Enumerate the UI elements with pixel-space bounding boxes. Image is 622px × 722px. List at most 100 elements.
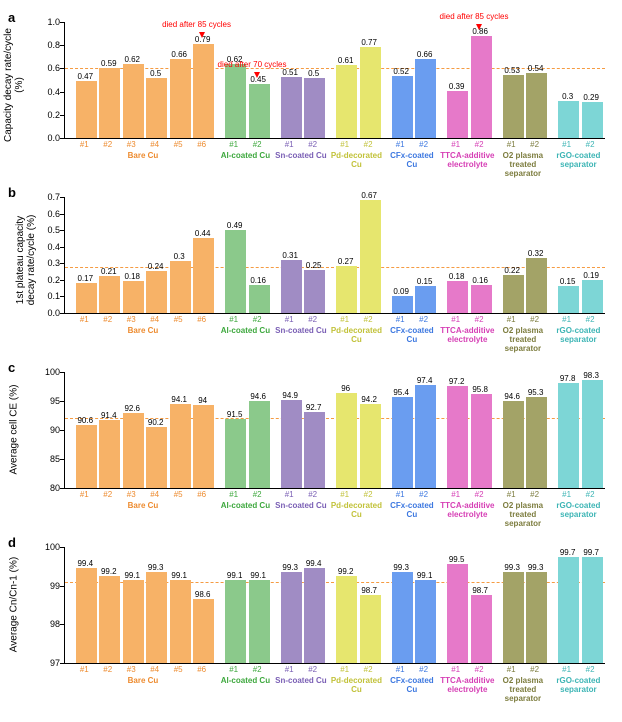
y-tick-mark-c-0 xyxy=(60,488,64,489)
bar-b-10 xyxy=(336,266,357,313)
bar-value-c-13: 97.4 xyxy=(411,376,438,385)
bar-a-12 xyxy=(392,76,413,138)
bar-d-11 xyxy=(360,595,381,663)
x-tick-d-3: #4 xyxy=(143,665,166,674)
x-tick-c-10: #1 xyxy=(333,490,356,499)
x-tick-c-6: #1 xyxy=(222,490,245,499)
bar-d-7 xyxy=(249,580,270,663)
bar-c-15 xyxy=(471,394,492,488)
bar-value-c-12: 95.4 xyxy=(388,388,415,397)
bar-value-b-3: 0.24 xyxy=(142,262,169,271)
bar-d-3 xyxy=(146,572,167,663)
x-tick-b-8: #1 xyxy=(278,315,301,324)
plot-area-a: 0.470.590.620.50.660.790.620.450.510.50.… xyxy=(64,22,605,139)
y-tick-mark-b-5 xyxy=(60,230,64,231)
y-tick-b-2: 0.2 xyxy=(36,275,60,285)
x-tick-b-19: #2 xyxy=(579,315,602,324)
x-tick-c-4: #5 xyxy=(167,490,190,499)
x-tick-b-10: #1 xyxy=(333,315,356,324)
group-label-c-1: Al-coated Cu xyxy=(218,501,273,510)
bar-d-4 xyxy=(170,580,191,663)
bar-value-a-3: 0.5 xyxy=(142,69,169,78)
y-axis-label-d: Average Cn/Cn-1 (%) xyxy=(9,545,20,665)
bar-c-12 xyxy=(392,397,413,488)
y-tick-c-2: 90 xyxy=(36,425,60,435)
bar-c-13 xyxy=(415,385,436,488)
x-tick-d-18: #1 xyxy=(555,665,578,674)
bar-value-b-10: 0.27 xyxy=(332,257,359,266)
bar-a-4 xyxy=(170,59,191,138)
y-tick-c-3: 95 xyxy=(36,396,60,406)
bar-c-18 xyxy=(558,383,579,488)
bar-b-16 xyxy=(503,275,524,313)
group-label-a-0: Bare Cu xyxy=(69,151,218,160)
bar-d-14 xyxy=(447,564,468,663)
bar-a-15 xyxy=(471,36,492,138)
bar-b-14 xyxy=(447,281,468,313)
bar-value-d-11: 98.7 xyxy=(356,586,383,595)
bar-d-18 xyxy=(558,557,579,663)
bar-b-19 xyxy=(582,280,603,313)
bar-a-9 xyxy=(304,78,325,138)
x-tick-c-2: #3 xyxy=(120,490,143,499)
x-tick-a-18: #1 xyxy=(555,140,578,149)
bar-c-17 xyxy=(526,397,547,488)
y-tick-mark-b-6 xyxy=(60,214,64,215)
bar-value-a-17: 0.54 xyxy=(522,64,549,73)
x-tick-d-6: #1 xyxy=(222,665,245,674)
x-tick-a-12: #1 xyxy=(389,140,412,149)
y-tick-mark-c-1 xyxy=(60,459,64,460)
bar-value-a-10: 0.61 xyxy=(332,56,359,65)
x-tick-d-8: #1 xyxy=(278,665,301,674)
x-tick-d-19: #2 xyxy=(579,665,602,674)
y-tick-d-3: 100 xyxy=(36,542,60,552)
bar-a-0 xyxy=(76,81,97,138)
y-tick-mark-d-2 xyxy=(60,586,64,587)
bar-value-c-19: 98.3 xyxy=(578,371,605,380)
bar-value-c-9: 92.7 xyxy=(300,403,327,412)
group-label-d-2: Sn-coated Cu xyxy=(274,676,329,685)
x-tick-d-2: #3 xyxy=(120,665,143,674)
x-tick-a-9: #2 xyxy=(301,140,324,149)
x-tick-a-7: #2 xyxy=(246,140,269,149)
bar-a-7 xyxy=(249,84,270,138)
plot-area-d: 99.499.299.199.399.198.699.199.199.399.4… xyxy=(64,547,605,664)
x-tick-b-11: #2 xyxy=(357,315,380,324)
bar-c-11 xyxy=(360,404,381,488)
y-tick-mark-b-0 xyxy=(60,313,64,314)
bar-b-1 xyxy=(99,276,120,313)
x-tick-a-11: #2 xyxy=(357,140,380,149)
y-tick-d-0: 97 xyxy=(36,658,60,668)
group-label-b-5: TTCA-additiveelectrolyte xyxy=(440,326,495,344)
x-tick-a-1: #2 xyxy=(96,140,119,149)
y-tick-b-3: 0.3 xyxy=(36,258,60,268)
x-tick-a-19: #2 xyxy=(579,140,602,149)
panel-label-a: a xyxy=(8,10,15,25)
bar-b-9 xyxy=(304,270,325,313)
bar-value-b-15: 0.16 xyxy=(467,276,494,285)
y-tick-b-1: 0.1 xyxy=(36,291,60,301)
group-label-b-7: rGO-coatedseparator xyxy=(551,326,606,344)
y-tick-mark-a-2 xyxy=(60,92,64,93)
x-tick-c-7: #2 xyxy=(246,490,269,499)
plot-area-b: 0.170.210.180.240.30.440.490.160.310.250… xyxy=(64,197,605,314)
bar-d-12 xyxy=(392,572,413,663)
group-label-b-6: O2 plasmatreated separator xyxy=(496,326,551,353)
y-tick-mark-d-3 xyxy=(60,547,64,548)
y-tick-mark-b-7 xyxy=(60,197,64,198)
y-axis-label-b: 1st plateau capacitydecay rate/cycle (%) xyxy=(15,200,37,320)
y-tick-a-2: 0.4 xyxy=(36,87,60,97)
bar-a-6 xyxy=(225,64,246,138)
x-tick-c-16: #1 xyxy=(500,490,523,499)
x-tick-c-13: #2 xyxy=(412,490,435,499)
group-label-c-2: Sn-coated Cu xyxy=(274,501,329,510)
x-tick-a-4: #5 xyxy=(167,140,190,149)
bar-value-c-6: 91.5 xyxy=(221,410,248,419)
bar-value-a-11: 0.77 xyxy=(356,38,383,47)
x-tick-b-0: #1 xyxy=(73,315,96,324)
x-tick-b-3: #4 xyxy=(143,315,166,324)
bar-a-14 xyxy=(447,91,468,138)
x-tick-d-17: #2 xyxy=(523,665,546,674)
x-tick-d-16: #1 xyxy=(500,665,523,674)
annotation-a-2: died after 85 cycles xyxy=(440,12,530,21)
